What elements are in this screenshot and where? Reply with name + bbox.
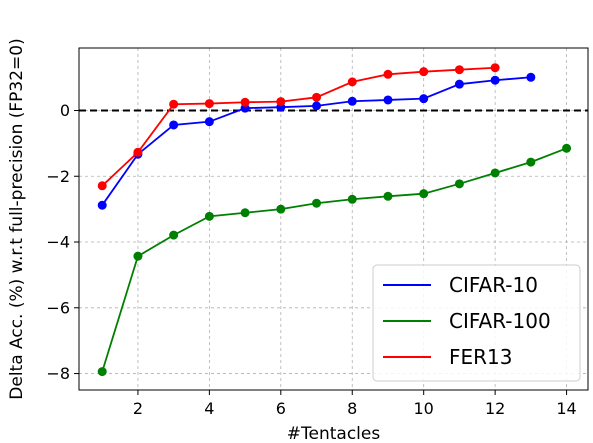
legend: CIFAR-10 CIFAR-100 FER13 [372, 264, 581, 382]
x-tick-label: 12 [485, 399, 505, 418]
y-axis-ticks: −8 −6 −4 −2 0 [46, 101, 79, 383]
data-point [454, 65, 464, 75]
data-point [97, 181, 107, 191]
y-tick-label: −4 [46, 233, 70, 252]
data-point [347, 96, 357, 106]
x-tick-label: 14 [556, 399, 576, 418]
data-point [562, 143, 572, 153]
data-point [347, 77, 357, 87]
data-point [419, 67, 429, 77]
data-point [204, 99, 214, 109]
data-point [169, 99, 179, 109]
data-point [454, 179, 464, 189]
data-point [383, 95, 393, 105]
data-point [490, 168, 500, 178]
data-point [526, 157, 536, 167]
legend-label: CIFAR-10 [449, 273, 538, 297]
data-point [312, 198, 322, 208]
data-point [240, 97, 250, 107]
y-tick-label: 0 [60, 101, 70, 120]
series-line [101, 147, 567, 372]
x-axis-ticks: 2 4 6 8 10 12 14 [133, 390, 577, 418]
x-axis-label: #Tentacles [287, 424, 381, 443]
series-group [97, 63, 572, 377]
data-point [419, 94, 429, 104]
data-point [204, 211, 214, 221]
data-point [133, 147, 143, 157]
data-point [490, 75, 500, 85]
legend-label: CIFAR-100 [449, 309, 551, 333]
data-point [526, 72, 536, 82]
y-tick-label: −8 [46, 364, 70, 383]
data-point [276, 97, 286, 107]
x-tick-label: 2 [133, 399, 143, 418]
data-point [383, 69, 393, 79]
data-point [312, 92, 322, 102]
data-point [204, 117, 214, 127]
y-tick-label: −6 [46, 298, 70, 317]
data-point [133, 251, 143, 261]
x-tick-label: 4 [204, 399, 214, 418]
legend-item: CIFAR-10 [383, 273, 538, 297]
x-tick-label: 10 [414, 399, 434, 418]
data-point [490, 63, 500, 73]
x-tick-label: 6 [276, 399, 286, 418]
data-point [169, 120, 179, 130]
plot-frame [78, 47, 589, 391]
y-tick-label: −2 [46, 167, 70, 186]
data-point [169, 230, 179, 240]
data-point [97, 367, 107, 377]
data-point [419, 189, 429, 199]
series-line [101, 66, 496, 187]
data-point [97, 200, 107, 210]
y-axis-label: Delta Acc. (%) w.r.t full-precision (FP3… [7, 38, 27, 399]
data-point [347, 194, 357, 204]
data-point [276, 204, 286, 214]
x-tick-label: 8 [347, 399, 357, 418]
data-point [240, 208, 250, 218]
data-point [383, 191, 393, 201]
legend-box [372, 264, 581, 382]
series-fer13 [97, 63, 500, 191]
legend-item: CIFAR-100 [383, 309, 551, 333]
data-point [454, 79, 464, 89]
legend-item: FER13 [383, 345, 513, 369]
legend-label: FER13 [449, 345, 513, 369]
series-cifar-100 [97, 143, 572, 377]
data-point [312, 101, 322, 111]
